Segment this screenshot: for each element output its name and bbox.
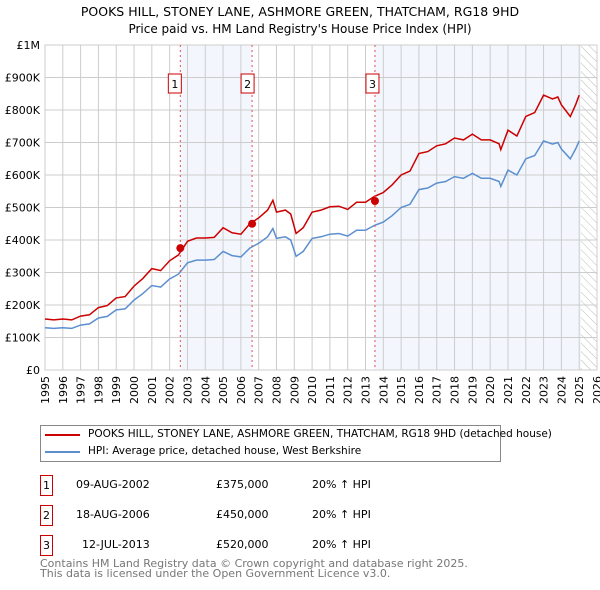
price-chart: POOKS HILL, STONEY LANE, ASHMORE GREEN, … — [5, 4, 600, 404]
legend-property-swatch — [45, 434, 80, 436]
x-tick-label: 2001 — [146, 376, 159, 404]
sale-label-box — [365, 73, 380, 94]
sale-point — [248, 219, 257, 228]
x-tick-label: 2025 — [573, 376, 586, 404]
sale-label: 2 — [244, 78, 251, 91]
x-tick-label: 2012 — [342, 376, 355, 404]
x-tick-label: 2022 — [520, 376, 533, 404]
chart-title: POOKS HILL, STONEY LANE, ASHMORE GREEN, … — [81, 4, 519, 19]
x-tick-label: 2003 — [181, 376, 194, 404]
x-tick-label: 2018 — [449, 376, 462, 404]
transaction-marker: 3 — [40, 535, 53, 556]
legend: POOKS HILL, STONEY LANE, ASHMORE GREEN, … — [40, 425, 552, 462]
plot-border — [44, 44, 598, 371]
footer-licence: This data is licensed under the Open Gov… — [40, 567, 391, 580]
x-tick-label: 2014 — [377, 376, 390, 404]
x-tick-label: 2004 — [199, 376, 212, 404]
transaction-marker: 1 — [40, 475, 53, 496]
transaction-date: 12-JUL-2013 — [82, 538, 150, 551]
x-tick-label: 2006 — [235, 376, 248, 404]
y-tick-label: £100K — [5, 332, 41, 345]
x-tick-label: 2023 — [538, 376, 551, 404]
legend-hpi-label: HPI: Average price, detached house, West… — [88, 445, 362, 457]
footer-copyright: Contains HM Land Registry data © Crown c… — [40, 557, 468, 570]
transaction-date: 09-AUG-2002 — [76, 478, 150, 491]
y-tick-label: £400K — [5, 234, 41, 247]
series-line — [44, 94, 580, 321]
x-tick-label: 1995 — [39, 376, 52, 404]
x-tick-label: 2021 — [502, 376, 515, 404]
y-tick-label: £300K — [5, 267, 41, 280]
x-tick-label: 1997 — [75, 376, 88, 404]
x-tick-label: 1999 — [110, 376, 123, 404]
transaction-hpi: 20% ↑ HPI — [312, 508, 371, 521]
y-tick-label: £200K — [5, 299, 41, 312]
transaction-price: £520,000 — [216, 538, 269, 551]
x-tick-label: 2002 — [164, 376, 177, 404]
x-tick-label: 2026 — [591, 376, 600, 404]
x-tick-label: 1998 — [92, 376, 105, 404]
sale-point — [370, 197, 379, 205]
y-tick-label: £500K — [5, 202, 41, 215]
legend-hpi-swatch — [45, 451, 80, 453]
series-line — [44, 139, 580, 330]
x-tick-label: 2008 — [270, 376, 283, 404]
sale-point — [176, 244, 185, 253]
x-tick-label: 2024 — [555, 376, 568, 404]
transaction-hpi: 20% ↑ HPI — [312, 478, 371, 491]
x-tick-label: 2000 — [128, 376, 141, 404]
transaction-marker: 2 — [40, 505, 53, 526]
x-tick-label: 2017 — [431, 376, 444, 404]
x-tick-label: 2007 — [253, 376, 266, 404]
x-tick-label: 2011 — [324, 376, 337, 404]
transaction-date: 18-AUG-2006 — [76, 508, 150, 521]
x-tick-label: 2020 — [484, 376, 497, 404]
sale-label: 3 — [369, 78, 376, 91]
legend-property-label: POOKS HILL, STONEY LANE, ASHMORE GREEN, … — [88, 428, 552, 440]
chart-subtitle: Price paid vs. HM Land Registry's House … — [128, 22, 471, 36]
y-tick-label: £1M — [17, 39, 41, 52]
x-tick-label: 2005 — [217, 376, 230, 404]
x-tick-label: 2010 — [306, 376, 319, 404]
x-tick-label: 2016 — [413, 376, 426, 404]
y-tick-label: £800K — [5, 104, 41, 117]
x-tick-label: 2015 — [395, 376, 408, 404]
x-tick-label: 2009 — [288, 376, 301, 404]
footer: Contains HM Land Registry data © Crown c… — [40, 557, 468, 580]
transaction-price: £375,000 — [216, 478, 269, 491]
y-tick-label: £0 — [26, 364, 40, 377]
transaction-hpi: 20% ↑ HPI — [312, 538, 371, 551]
sale-label-box — [240, 73, 255, 94]
transaction-price: £450,000 — [216, 508, 269, 521]
x-tick-label: 2019 — [466, 376, 479, 404]
y-tick-label: £900K — [5, 72, 41, 85]
y-tick-label: £600K — [5, 169, 41, 182]
sale-label: 1 — [171, 78, 178, 91]
x-tick-label: 1996 — [57, 376, 70, 404]
x-tick-label: 2013 — [360, 376, 373, 404]
y-tick-label: £700K — [5, 137, 41, 150]
sale-label-box — [167, 73, 182, 94]
